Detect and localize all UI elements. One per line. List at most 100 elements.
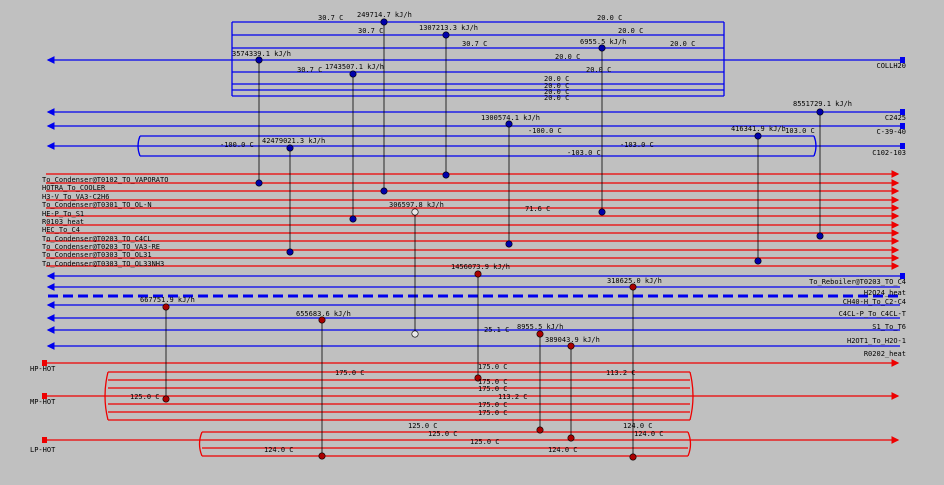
duty-label: 416341.9 kJ/h [731,125,786,133]
exchanger-node [162,303,170,311]
temp-label: 20.0 C [544,94,569,102]
stream-end-tabs [42,57,905,443]
temp-label: 30.7 C [358,27,383,35]
temp-label: 20.0 C [544,82,569,90]
temp-label: 175.0 C [335,369,365,377]
stream-label: COLLH20 [876,62,906,70]
stream-label: To_Condenser@T0303_TO_OL31 [42,251,152,259]
temp-label: 175.0 C [478,385,508,393]
exchanger-node [349,70,357,78]
stream-label: MP-HOT [30,398,56,406]
stream-label: R0103_heat [42,218,84,226]
stream-label: To_Condenser@T0203_TO_C4CL [42,235,152,243]
temp-label: -103.0 C [781,127,815,135]
exchanger-node [380,18,388,26]
hot-streams [46,170,900,457]
stream-label: HEC_To_C4 [42,226,80,234]
exchanger-node [411,208,419,216]
exchanger-node [474,270,482,278]
temp-label: 125.0 C [130,393,160,401]
temp-label: 20.0 C [555,53,580,61]
exchanger-node [598,208,606,216]
stream-label: To_Condenser@T0203_TO_VA3-RE [42,243,160,251]
cold-stream-labels: COLLH20 C2425 C-39-40 C102-103 To_Reboil… [809,62,907,358]
exchanger-node [442,171,450,179]
temp-label: 20.0 C [544,88,569,96]
duty-label: 42479021.3 kJ/h [262,137,325,145]
stream-label: H3-V_To_VA3-C2H6 [42,193,109,201]
exchanger-node [567,434,575,442]
duty-label: 389043.9 kJ/h [545,336,600,344]
temp-label: -103.0 C [620,141,654,149]
temp-label: 124.0 C [548,446,578,454]
temp-label: 71.6 C [525,205,550,213]
exchanger-node [816,108,824,116]
temp-label: -103.0 C [567,149,601,157]
exchanger-node [629,453,637,461]
temp-label: 20.0 C [586,66,611,74]
temp-label: 175.0 C [478,378,508,386]
stream-label: S1_To_T6 [872,323,906,331]
stream-label: To_Condenser@T0102_TO_VAPORATO [42,176,168,184]
exchanger-node [286,248,294,256]
stream-label: C4CL-P_To_C4CL-T [839,310,907,318]
exchanger-node [754,132,762,140]
temp-label: 125.0 C [408,422,438,430]
stream-label: To_Reboiler@T0203_TO_C4 [809,278,906,286]
temp-label: 124.0 C [634,430,664,438]
stream-label: CH40-H_To_C2-C4 [843,298,906,306]
exchanger-nodes[interactable] [162,18,824,461]
temp-label: 175.0 C [478,363,508,371]
exchanger-node [349,215,357,223]
exchanger-node [286,144,294,152]
temperature-labels: 30.7 C 30.7 C 30.7 C 30.7 C 20.0 C 20.0 … [130,14,815,454]
stream-label: To_Condenser@T0303_TO_OL33NH3 [42,260,164,268]
exchanger-node [816,232,824,240]
duty-label: 1743507.1 kJ/h [325,63,384,71]
temp-label: 125.0 C [470,438,500,446]
exchanger-node [567,342,575,350]
stream-label: C102-103 [872,149,906,157]
temp-label: 25.1 C [484,326,509,334]
stream-label: To_Condenser@T0301_TO_OL-N [42,201,152,209]
stream-label: HOTRA_To_COOLER [42,184,106,192]
temp-label: 30.7 C [297,66,322,74]
temp-label: 20.0 C [618,27,643,35]
exchanger-node [505,120,513,128]
exchangers [165,22,821,457]
duty-label: 318625.0 kJ/h [607,277,662,285]
stream-label: LP-HOT [30,446,56,454]
exchanger-node [318,316,326,324]
temp-label: 113.2 C [606,369,636,377]
stream-label: H2OT1_To_H2O-1 [847,337,906,345]
temp-label: 113.2 C [498,393,528,401]
exchanger-node [629,283,637,291]
exchanger-node [411,330,419,338]
exchanger-node [318,452,326,460]
stream-label: C2425 [885,114,906,122]
duty-label: 6955.5 kJ/h [580,38,626,46]
duty-labels: 249714.7 kJ/h 1307213.3 kJ/h 3574339.1 k… [140,11,852,344]
duty-label: 667751.9 kJ/h [140,296,195,304]
duty-label: 3574339.1 kJ/h [232,50,291,58]
temp-label: 20.0 C [597,14,622,22]
temp-label: 30.7 C [318,14,343,22]
exchanger-node [474,374,482,382]
temp-label: 20.0 C [544,75,569,83]
temp-label: 20.0 C [670,40,695,48]
duty-label: 1307213.3 kJ/h [419,24,478,32]
temp-label: 175.0 C [478,409,508,417]
duty-label: 306597.8 kJ/h [389,201,444,209]
temp-label: 30.7 C [462,40,487,48]
temp-label: -100.0 C [528,127,562,135]
exchanger-node [380,187,388,195]
duty-label: 655683.6 kJ/h [296,310,351,318]
duty-label: 1456073.9 kJ/h [451,263,510,271]
stream-label: R0202_heat [864,350,906,358]
temp-label: 175.0 C [478,401,508,409]
exchanger-node [255,179,263,187]
hot-stream-labels: To_Condenser@T0102_TO_VAPORATO HOTRA_To_… [30,176,168,454]
stream-label: HE-P_To_S1 [42,210,84,218]
duty-label: 8551729.1 kJ/h [793,100,852,108]
